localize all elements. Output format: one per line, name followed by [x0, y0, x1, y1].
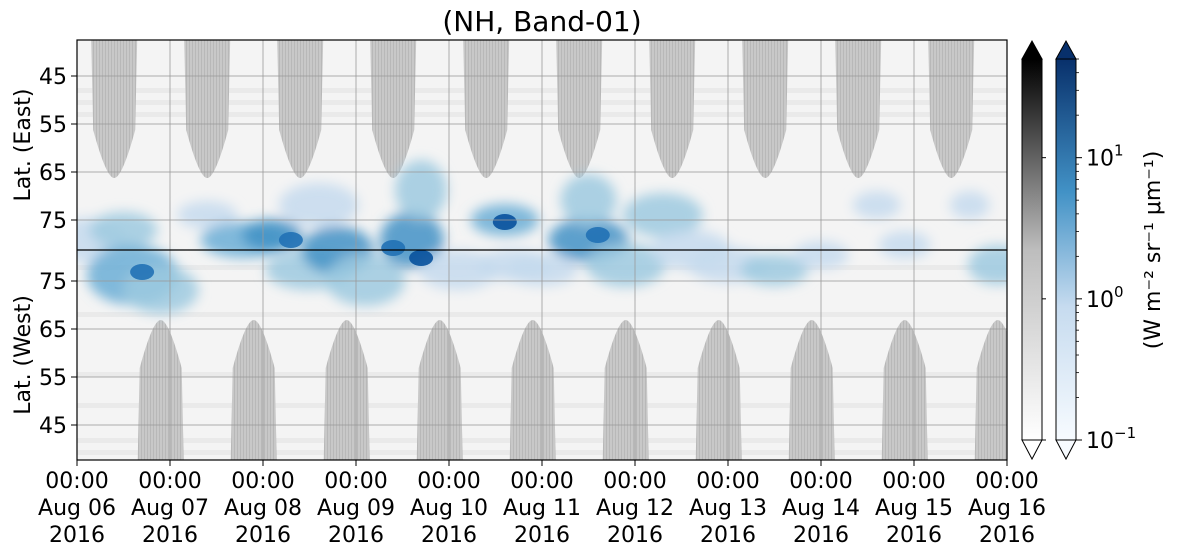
x-tick-label-year: 2016 — [49, 523, 105, 548]
grey-sector-top-5 — [556, 40, 603, 178]
x-tick-label-date: Aug 09 — [317, 496, 395, 521]
grey-sector-top-1 — [184, 40, 231, 178]
x-tick-label-date: Aug 12 — [596, 496, 674, 521]
x-tick-label-year: 2016 — [328, 523, 384, 548]
x-tick-label-time: 00:00 — [882, 469, 945, 494]
emission-blob-25 — [852, 191, 901, 219]
x-tick-label-date: Aug 13 — [689, 496, 767, 521]
colorbar-blues-bottom-arrow — [1055, 439, 1077, 461]
emission-blob-19 — [585, 243, 666, 287]
x-tick-label-date: Aug 15 — [875, 496, 953, 521]
grey-sector-top-4 — [463, 40, 510, 178]
emission-blob-4 — [177, 201, 238, 229]
grey-sector-top-9 — [928, 40, 975, 178]
emission-blob-28 — [967, 245, 1007, 285]
x-tick-label-time: 00:00 — [789, 469, 852, 494]
emission-core-0 — [278, 232, 303, 248]
y-tick-label: 55 — [39, 366, 67, 391]
x-tick-label-time: 00:00 — [603, 469, 666, 494]
emission-blob-12 — [395, 160, 448, 220]
colorbar-tick-base: 10 — [1086, 288, 1114, 313]
emission-core-4 — [585, 227, 610, 243]
x-tick-label-time: 00:00 — [45, 469, 108, 494]
grey-sector-top-0 — [91, 40, 138, 178]
x-tick-label-date: Aug 16 — [968, 496, 1046, 521]
x-tick-label-year: 2016 — [793, 523, 849, 548]
emission-blob-1 — [89, 212, 158, 248]
x-tick-label-year: 2016 — [514, 523, 570, 548]
x-tick-label-year: 2016 — [607, 523, 663, 548]
x-tick-label-date: Aug 08 — [224, 496, 302, 521]
y-tick-label: 65 — [39, 318, 67, 343]
emission-core-2 — [409, 250, 434, 266]
y-tick-label: 75 — [39, 270, 67, 295]
x-tick-label-time: 00:00 — [231, 469, 294, 494]
emission-blob-10 — [325, 254, 406, 306]
colorbar-tick-label: 100 — [1086, 283, 1124, 313]
colorbar-blues-body — [1055, 58, 1077, 441]
emission-blob-8 — [278, 183, 359, 227]
x-tick-label-date: Aug 14 — [782, 496, 860, 521]
colorbar-tick-exponent: 1 — [1114, 142, 1124, 160]
grey-sector-top-7 — [742, 40, 789, 178]
colorbar-greys-bottom-arrow — [1021, 439, 1043, 461]
x-tick-label-date: Aug 10 — [410, 496, 488, 521]
x-tick-label-year: 2016 — [886, 523, 942, 548]
y-axis-label-east: Lat. (East) — [11, 89, 36, 202]
y-tick-label: 75 — [39, 209, 67, 234]
emission-blob-20 — [622, 193, 703, 237]
y-tick-label: 55 — [39, 113, 67, 138]
colorbar-tick-base: 10 — [1086, 429, 1114, 454]
plot-area — [76, 39, 1008, 461]
colorbar-greys-top-arrow — [1021, 39, 1043, 60]
colorbar-label: (W m⁻² sr⁻¹ μm⁻¹) — [1141, 151, 1166, 350]
x-tick-label-time: 00:00 — [696, 469, 759, 494]
x-tick-label-date: Aug 06 — [38, 496, 116, 521]
emission-core-1 — [381, 240, 406, 256]
colorbar-blues-top-arrow — [1055, 39, 1077, 60]
colorbar-tick-exponent: 0 — [1114, 283, 1124, 301]
emission-core-5 — [130, 264, 155, 280]
grey-sector-top-8 — [835, 40, 882, 178]
colorbar-tick-label: 10−1 — [1086, 424, 1136, 454]
emission-blob-23 — [740, 254, 809, 286]
emission-blob-27 — [949, 191, 990, 219]
emission-core-3 — [492, 214, 517, 230]
x-tick-label-year: 2016 — [235, 523, 291, 548]
y-axis-label-west: Lat. (West) — [11, 295, 36, 415]
y-tick-label: 45 — [39, 65, 67, 90]
grey-sector-top-6 — [649, 40, 696, 178]
x-tick-label-year: 2016 — [700, 523, 756, 548]
x-tick-label-time: 00:00 — [324, 469, 387, 494]
colorbar-tick-label: 101 — [1086, 142, 1124, 172]
colorbar-tick-base: 10 — [1086, 147, 1114, 172]
emission-blob-26 — [878, 231, 931, 259]
x-tick-label-date: Aug 07 — [131, 496, 209, 521]
grey-sector-top-2 — [277, 40, 324, 178]
colorbar-greys-body — [1021, 58, 1043, 441]
x-tick-label-year: 2016 — [421, 523, 477, 548]
x-tick-label-year: 2016 — [979, 523, 1035, 548]
emission-blob-18 — [560, 174, 617, 226]
colorbar-tick-exponent: −1 — [1114, 424, 1136, 442]
grey-sector-top-3 — [370, 40, 417, 178]
chart-title: (NH, Band-01) — [442, 5, 641, 38]
x-tick-label-time: 00:00 — [417, 469, 480, 494]
x-tick-label-time: 00:00 — [138, 469, 201, 494]
x-tick-label-date: Aug 11 — [503, 496, 581, 521]
x-tick-label-time: 00:00 — [510, 469, 573, 494]
x-tick-label-time: 00:00 — [975, 469, 1038, 494]
y-tick-label: 45 — [39, 414, 67, 439]
colorbar-blues — [1055, 39, 1077, 461]
y-axis: 45 55 65 75 75 65 55 45 — [39, 65, 77, 439]
y-tick-label: 65 — [39, 161, 67, 186]
colorbar-greys — [1021, 39, 1043, 461]
x-tick-label-year: 2016 — [142, 523, 198, 548]
